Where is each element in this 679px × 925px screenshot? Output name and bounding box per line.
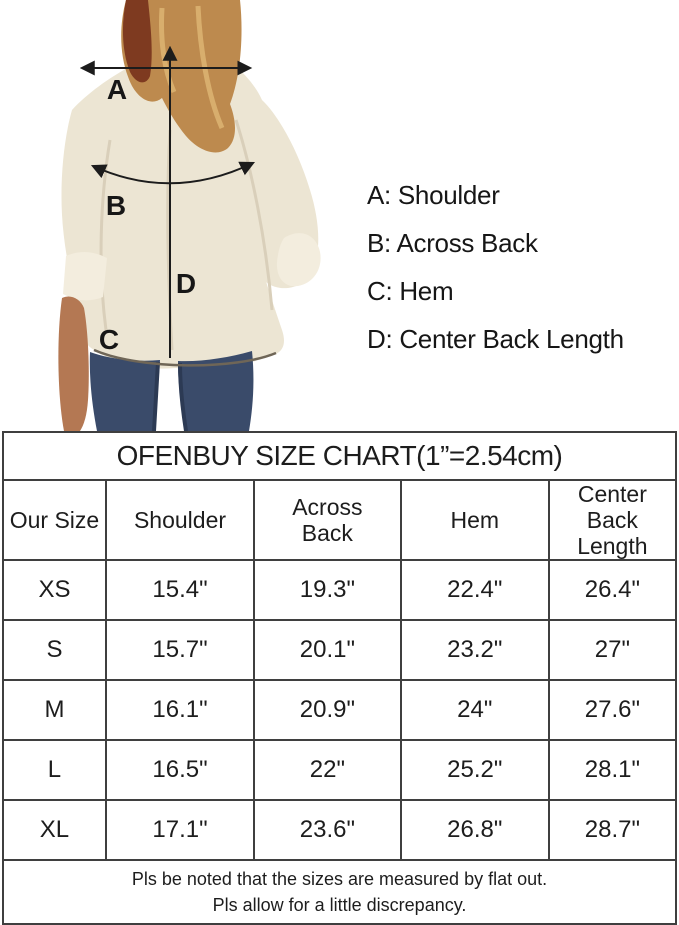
center-back-length-value: 28.7" <box>547 799 678 861</box>
column-header-center-back-length: Center Back Length <box>547 479 678 561</box>
size-cell: L <box>2 739 107 801</box>
size-chart-table: OFENBUY SIZE CHART(1”=2.54cm) Our Size S… <box>2 431 678 925</box>
table-title: OFENBUY SIZE CHART(1”=2.54cm) <box>2 431 677 481</box>
shoulder-value: 15.7" <box>104 619 256 681</box>
column-header-across-back: Across Back <box>253 479 402 561</box>
table-row-xl: XL 17.1" 23.6" 26.8" 28.7" <box>2 799 678 861</box>
hem-line <box>93 348 277 367</box>
label-a: A <box>107 74 127 105</box>
legend-item-center-back-length: D: Center Back Length <box>367 324 624 354</box>
table-title-row: OFENBUY SIZE CHART(1”=2.54cm) <box>2 431 677 481</box>
shoulder-value: 15.4" <box>104 559 256 621</box>
center-back-length-value: 26.4" <box>547 559 678 621</box>
center-back-length-header-text: Center Back Length <box>577 481 648 559</box>
note-flat-out: Pls be noted that the sizes are measured… <box>131 869 548 889</box>
legend-item-hem: C: Hem <box>367 276 454 306</box>
hem-value: 25.2" <box>399 739 550 801</box>
size-cell: M <box>2 679 107 741</box>
column-header-shoulder: Shoulder <box>104 479 256 561</box>
column-header-hem: Hem <box>399 479 550 561</box>
size-cell: XS <box>2 559 107 621</box>
across-back-value: 19.3" <box>253 559 402 621</box>
center-back-length-value: 27.6" <box>547 679 678 741</box>
column-header-our-size: Our Size <box>2 479 107 561</box>
jeans-left-leg <box>89 352 160 431</box>
center-back-length-value: 28.1" <box>547 739 678 801</box>
hem-value: 22.4" <box>399 559 550 621</box>
legend-item-shoulder: A: Shoulder <box>367 180 500 210</box>
measurement-legend: A: Shoulder B: Across Back C: Hem D: Cen… <box>367 180 624 355</box>
center-back-length-value: 27" <box>547 619 678 681</box>
blazer <box>61 45 319 370</box>
notes-cell: Pls be noted that the sizes are measured… <box>2 859 677 925</box>
shoulder-value: 16.5" <box>104 739 256 801</box>
hem-value: 26.8" <box>399 799 550 861</box>
label-b: B <box>106 190 126 221</box>
right-cuff <box>276 233 321 287</box>
table-row-l: L 16.5" 22" 25.2" 28.1" <box>2 739 678 801</box>
table-row-xs: XS 15.4" 19.3" 22.4" 26.4" <box>2 559 678 621</box>
note-discrepancy: Pls allow for a little discrepancy. <box>212 895 467 915</box>
model-photo: A B C D A: Shoulder B: Across Back C: He… <box>0 0 679 432</box>
table-row-m: M 16.1" 20.9" 24" 27.6" <box>2 679 678 741</box>
table-notes-row: Pls be noted that the sizes are measured… <box>2 859 677 925</box>
across-back-curve <box>90 161 256 185</box>
label-d: D <box>176 268 196 299</box>
legend-item-across-back: B: Across Back <box>367 228 538 258</box>
left-cuff <box>63 251 107 301</box>
across-back-value: 22" <box>253 739 402 801</box>
shoulder-value: 17.1" <box>104 799 256 861</box>
across-back-value: 23.6" <box>253 799 402 861</box>
across-back-value: 20.9" <box>253 679 402 741</box>
across-back-value: 20.1" <box>253 619 402 681</box>
hand <box>58 296 89 431</box>
measurement-diagram: A B C D <box>58 0 321 432</box>
size-cell: XL <box>2 799 107 861</box>
across-back-header-text: Across Back <box>292 494 363 546</box>
table-row-s: S 15.7" 20.1" 23.2" 27" <box>2 619 678 681</box>
table-header-row: Our Size Shoulder Across Back Hem Center… <box>2 479 678 561</box>
jeans-shading <box>152 361 188 432</box>
shoulder-value: 16.1" <box>104 679 256 741</box>
label-c: C <box>99 324 119 355</box>
size-cell: S <box>2 619 107 681</box>
hem-value: 23.2" <box>399 619 550 681</box>
hem-value: 24" <box>399 679 550 741</box>
jeans-right-leg <box>178 351 254 431</box>
